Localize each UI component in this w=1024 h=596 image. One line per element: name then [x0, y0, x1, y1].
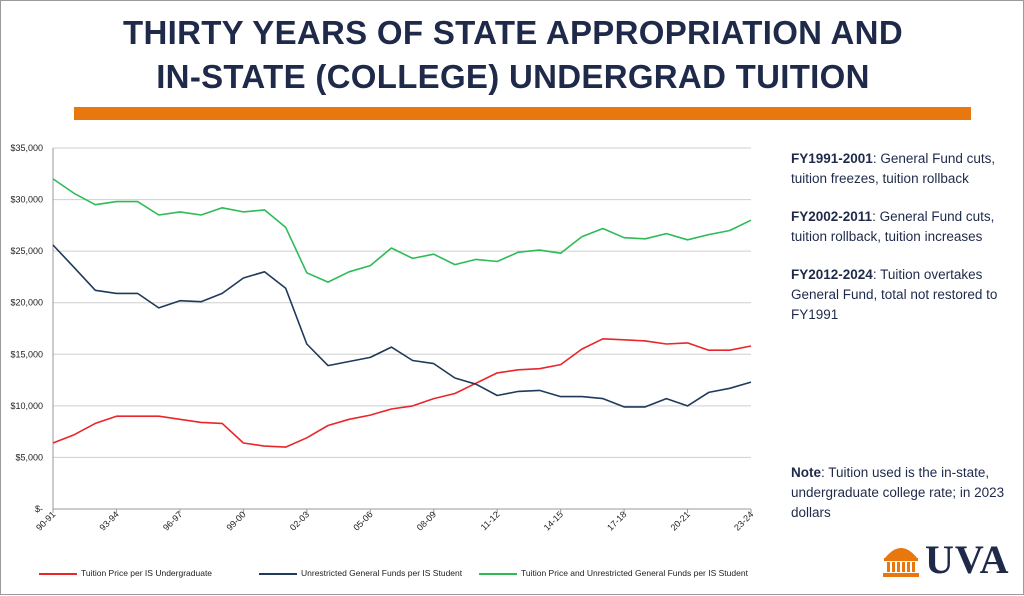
legend-item-tuition: Tuition Price per IS Undergraduate [39, 568, 212, 578]
note-text: : Tuition used is the in-state, undergra… [791, 465, 1005, 520]
x-tick-label: 93-94 [98, 509, 121, 532]
legend-item-combined: Tuition Price and Unrestricted General F… [479, 568, 748, 578]
x-tick-label: 17-18 [605, 509, 628, 532]
legend-swatch [39, 572, 77, 575]
y-tick-label: $10,000 [10, 401, 43, 411]
note-heading: FY2012-2024 [791, 267, 873, 282]
y-tick-label: $5,000 [15, 452, 43, 462]
y-axis-ticks: $- $5,000 $10,000 $15,000 $20,000 $25,000 $30,… [10, 143, 43, 514]
note-text: : General Fund cuts, tuition rollback, t… [791, 209, 995, 244]
chart-series [52, 178, 752, 448]
x-tick-label: 20-21 [669, 509, 692, 532]
note-text: : Tuition overtakes General Fund, total … [791, 267, 998, 322]
legend-label: Tuition Price and Unrestricted General F… [521, 568, 748, 578]
note-fy2002: FY2002-2011: General Fund cuts, tuition … [791, 207, 1001, 247]
note-fy2012: FY2012-2024: Tuition overtakes General F… [791, 265, 1001, 325]
line-chart: $- $5,000 $10,000 $15,000 $20,000 $25,000 $30,… [10, 143, 755, 533]
legend-swatch [479, 572, 517, 575]
legend-item-general-funds: Unrestricted General Funds per IS Studen… [259, 568, 462, 578]
x-tick-label: 02-03 [288, 509, 311, 532]
chart-grid [52, 147, 751, 510]
y-tick-label: $- [35, 504, 43, 514]
series-line-2 [52, 178, 752, 283]
title-line-2: IN-STATE (COLLEGE) UNDERGRAD TUITION [156, 58, 870, 95]
x-tick-label: 05-06 [351, 509, 374, 532]
note-tuition: Note: Tuition used is the in-state, unde… [791, 463, 1011, 523]
notes-panel: FY1991-2001: General Fund cuts, tuition … [791, 149, 1001, 343]
x-tick-label: 08-09 [415, 509, 438, 532]
x-axis-ticks: 90-91 93-94 96-97 99-00 02-03 05-06 08-09 11-12… [34, 509, 755, 533]
legend-label: Tuition Price per IS Undergraduate [81, 568, 213, 578]
x-tick-label: 96-97 [161, 509, 184, 532]
page-title: THIRTY YEARS OF STATE APPROPRIATION AND … [1, 11, 1024, 99]
y-tick-label: $15,000 [10, 349, 43, 359]
note-fy1991: FY1991-2001: General Fund cuts, tuition … [791, 149, 1001, 189]
series-line-0 [52, 338, 752, 448]
note-heading: FY1991-2001 [791, 151, 873, 166]
legend-label: Unrestricted General Funds per IS Studen… [301, 568, 463, 578]
x-tick-label: 14-15 [542, 509, 565, 532]
accent-rule [74, 107, 971, 120]
title-line-1: THIRTY YEARS OF STATE APPROPRIATION AND [123, 14, 903, 51]
x-tick-label: 99-00 [224, 509, 247, 532]
note-text: : General Fund cuts, tuition freezes, tu… [791, 151, 996, 186]
legend-swatch [259, 572, 297, 575]
uva-logo: UVA [881, 536, 1016, 582]
series-line-1 [52, 244, 752, 408]
x-tick-label: 11-12 [479, 509, 502, 532]
rotunda-icon [883, 548, 919, 577]
note-heading: Note [791, 465, 821, 480]
note-heading: FY2002-2011 [791, 209, 873, 224]
y-tick-label: $20,000 [10, 298, 43, 308]
y-tick-label: $25,000 [10, 246, 43, 256]
x-tick-label: 23-24 [732, 509, 755, 532]
y-tick-label: $30,000 [10, 195, 43, 205]
y-tick-label: $35,000 [10, 143, 43, 153]
logo-text: UVA [925, 537, 1010, 582]
